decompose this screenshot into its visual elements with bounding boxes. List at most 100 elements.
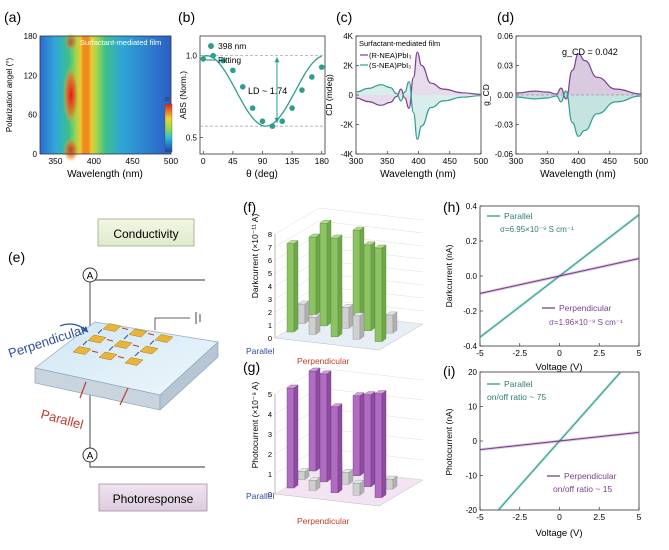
h-ytick-label: 0.2 <box>466 237 478 246</box>
g-bar-front <box>385 478 394 490</box>
d-annotation-gcd: g_CD = 0.042 <box>562 47 618 57</box>
b-ld-arrowhead-top <box>274 57 280 63</box>
f-bar-top <box>352 312 365 316</box>
electrode-pad <box>113 340 133 349</box>
perpendicular-channel-mark <box>108 346 114 351</box>
h-line-1 <box>480 257 639 295</box>
g-bar-top <box>385 475 398 480</box>
i-ytick-label: 20 <box>468 368 477 377</box>
c-ytick-label: -2K <box>341 121 354 130</box>
d-xlabel: Wavelength (nm) <box>540 169 616 180</box>
g-ztick-label: 3 <box>268 430 272 439</box>
b-legend-fitting: Fitting <box>218 55 241 65</box>
parallel-channel-mark <box>117 356 125 359</box>
f-bar-side <box>315 314 321 335</box>
perpendicular-channel-mark <box>149 340 155 345</box>
i-line-1 <box>480 431 639 451</box>
f-bar-front <box>308 317 317 335</box>
g-grid-line <box>318 367 424 381</box>
colorbar <box>164 103 173 153</box>
panel-label-f: (f) <box>243 199 256 215</box>
f-bar-side <box>370 241 376 332</box>
c-legend-r: (R-NEA)PbI₃ <box>369 51 412 60</box>
f-bar-side <box>359 312 365 340</box>
g-ztick-label: 5 <box>268 390 272 399</box>
a-xtick-label: 500 <box>164 156 178 166</box>
f-grid-line <box>318 207 424 221</box>
f-ztick-label: 3 <box>268 295 272 304</box>
b-ld-arrowhead-bottom <box>274 117 280 123</box>
b-data-point <box>220 57 226 64</box>
f-ztick-label: 1 <box>268 321 272 330</box>
h-xtick-label: 2.5 <box>593 348 605 358</box>
g-bar-side <box>370 391 376 488</box>
i-ytick-label: 0 <box>473 437 478 446</box>
f-bar-top <box>330 234 343 239</box>
f-bar-front <box>297 303 306 324</box>
b-data-point <box>249 105 256 111</box>
panel-label-d: (d) <box>497 9 514 25</box>
a-ylabel: Polarization angel (°) <box>5 57 14 132</box>
b-data-point <box>269 123 276 129</box>
electrode-pad <box>87 334 107 344</box>
panel-i-chart: -5 -2.5 0 2.5 5 -20 -10 0 10 20 Parallel on/off r… <box>444 368 642 539</box>
d-line-1 <box>515 90 642 137</box>
b-data-point <box>200 56 207 62</box>
light-switch-wire <box>154 317 190 330</box>
substrate-side <box>159 341 219 411</box>
ammeter-bottom-symbol: A <box>87 451 94 462</box>
g-bar-top <box>297 468 310 472</box>
d-ytick-label: -0.03 <box>495 121 514 130</box>
i-ytick-label: -10 <box>465 472 477 481</box>
c-ytick-label: 0 <box>349 91 354 100</box>
parallel-channel-mark <box>147 333 155 336</box>
g-bar-side <box>359 392 365 477</box>
c-ytick-label: 2K <box>343 62 353 71</box>
h-xtick-label: -5 <box>476 348 484 358</box>
g-axis-perpendicular: Perpendicular <box>297 516 350 526</box>
h-ytick-label: 0.0 <box>466 272 478 281</box>
b-xtick-label: 45 <box>228 156 238 166</box>
f-bar-side <box>392 311 398 334</box>
f-ylabel: Darkcurrent (×10⁻¹¹ A) <box>250 214 260 299</box>
f-bar-front <box>286 243 295 333</box>
f-axis-parallel: Parallel <box>246 346 274 356</box>
electrode-pad <box>128 328 148 338</box>
f-ztick-label: 6 <box>268 256 272 265</box>
b-legend-398nm: 398 nm <box>218 41 246 51</box>
b-data-point <box>309 74 315 80</box>
h-legend-perpendicular: Perpendicular <box>559 303 612 313</box>
f-bar-front <box>341 307 350 329</box>
g-bar-front <box>374 393 383 498</box>
f-bar-side <box>337 234 343 338</box>
a-xlabel: Wavelength (nm) <box>67 169 143 180</box>
c-ylabel: CD (mdeg) <box>324 74 334 116</box>
heatmap-hotspot-mid <box>63 65 79 125</box>
panel-label-g: (g) <box>243 359 260 375</box>
parallel-arrow-1 <box>79 381 87 399</box>
heatmap-hotspot-top <box>64 33 78 51</box>
i-xtick-label: 0 <box>557 512 562 522</box>
conductivity-box <box>97 218 195 247</box>
f-bar-front <box>363 244 372 331</box>
c-fill-s <box>356 81 481 140</box>
h-annotation-perpendicular: σ=1.96×10⁻⁹ S cm⁻¹ <box>549 318 623 327</box>
b-xtick-label: 90 <box>258 156 268 166</box>
g-bar-top <box>319 370 332 375</box>
c-xlabel: Wavelength (nm) <box>380 169 456 180</box>
f-bar-front <box>319 222 328 327</box>
h-ytick-label: -0.2 <box>463 307 477 316</box>
f-ztick-label: 8 <box>268 230 272 239</box>
d-xtick-label: 300 <box>509 156 523 166</box>
panel-c-chart: 300 350 400 450 500 -4K -2K 0 2K 4K Surfactant-me… <box>324 32 488 180</box>
b-legend-marker <box>208 43 214 49</box>
h-xtick-label: -2.5 <box>512 348 527 358</box>
i-annotation-perpendicular: on/off ratio ~ 15 <box>553 484 612 494</box>
g-bar-front <box>308 480 317 491</box>
d-ytick-label: 0.00 <box>497 91 513 100</box>
h-ytick-label: 0.4 <box>466 202 478 211</box>
c-line-s <box>355 81 482 140</box>
f-grid-line-side <box>274 207 320 235</box>
d-fill-1 <box>516 91 641 137</box>
i-plot-area <box>480 372 639 510</box>
